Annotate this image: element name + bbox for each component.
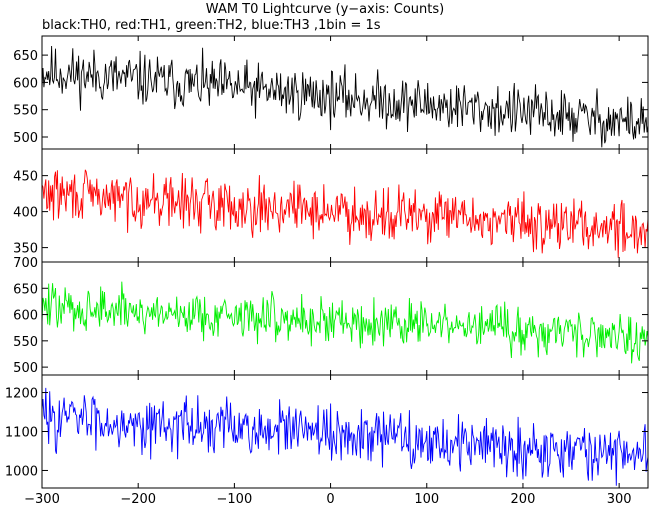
chart-title: WAM T0 Lightcurve (y−axis: Counts): [205, 2, 445, 17]
x-tick-label: 300: [607, 492, 632, 505]
y-tick-label: 500: [13, 131, 38, 146]
panel-frame-1: [41, 35, 649, 150]
panel-frame-4: [41, 374, 649, 489]
series-line-th0: [41, 45, 649, 148]
x-tick-label: 100: [414, 492, 439, 505]
y-tick-label: 350: [13, 242, 38, 257]
y-tick-label: 700: [13, 256, 38, 271]
x-tick-label: 200: [511, 492, 536, 505]
x-tick-label: 0: [326, 492, 334, 505]
series-line-th3: [41, 387, 649, 486]
y-tick-label: 1200: [5, 387, 38, 402]
y-tick-label: 1000: [5, 464, 38, 479]
y-tick-label: 550: [13, 335, 38, 350]
y-tick-label: 450: [13, 170, 38, 185]
y-tick-label: 600: [13, 76, 38, 91]
y-tick-label: 1100: [5, 426, 38, 441]
y-tick-label: 650: [13, 49, 38, 64]
y-tick-label: 550: [13, 104, 38, 119]
y-tick-label: 500: [13, 361, 38, 376]
series-line-th2: [41, 281, 649, 364]
x-tick-label: −100: [217, 492, 253, 505]
x-tick-label: −200: [120, 492, 156, 505]
y-tick-label: 650: [13, 282, 38, 297]
x-tick-label: −300: [24, 492, 60, 505]
y-tick-label: 400: [13, 206, 38, 221]
series-line-th1: [41, 169, 649, 258]
chart-subtitle: black:TH0, red:TH1, green:TH2, blue:TH3 …: [42, 18, 381, 33]
y-tick-label: 600: [13, 309, 38, 324]
